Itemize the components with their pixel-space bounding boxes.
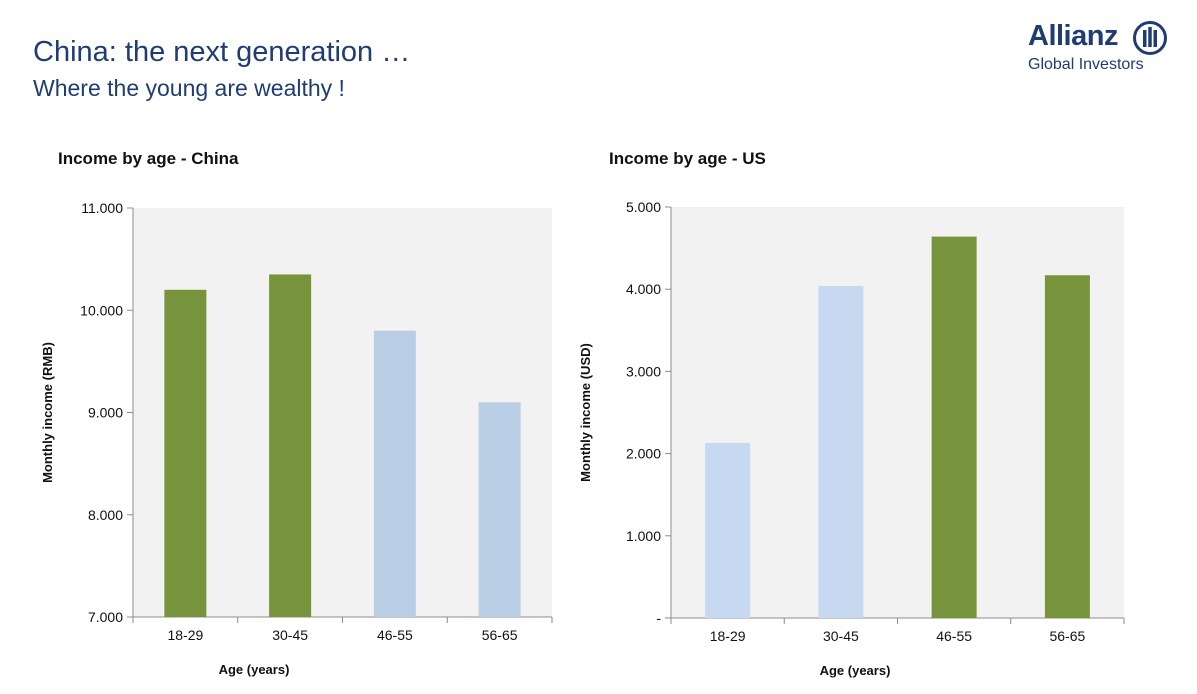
bar-18-29 xyxy=(705,442,751,618)
y-tick-label: 10.000 xyxy=(80,302,123,318)
x-tick-label: 18-29 xyxy=(167,627,203,643)
bar-30-45 xyxy=(269,274,312,617)
bar-30-45 xyxy=(818,285,864,618)
allianz-eagle-icon xyxy=(1133,21,1167,55)
allianz-logo: Allianz Global Investors xyxy=(1028,18,1178,78)
y-axis-label: Monthly income (RMB) xyxy=(40,342,55,483)
x-tick-label: 30-45 xyxy=(823,628,859,644)
bar-56-65 xyxy=(1044,275,1090,618)
page-title: China: the next generation … xyxy=(33,36,411,68)
chart-china-svg: 7.000 8.000 9.000 10.000 11.000 18-29 30-45 46-… xyxy=(40,200,553,677)
y-tick-label: 3.000 xyxy=(626,363,661,379)
x-tick-label: 46-55 xyxy=(377,627,413,643)
chart-title: Income by age - US xyxy=(609,149,766,168)
bar-46-55 xyxy=(931,236,977,618)
y-axis-label: Monthly income (USD) xyxy=(578,343,593,482)
y-tick-label: 2.000 xyxy=(626,446,661,462)
y-tick-label: - xyxy=(656,610,661,626)
bar-18-29 xyxy=(164,289,207,617)
x-tick-label: 46-55 xyxy=(936,628,972,644)
x-axis-label: Age (years) xyxy=(820,663,891,678)
logo-wordmark: Allianz xyxy=(1028,20,1118,52)
x-tick-label: 56-65 xyxy=(482,627,518,643)
chart-china: Income by age - China 7.000 8.000 9.000 10.… xyxy=(0,140,580,689)
chart-us-svg: - 1.000 2.000 3.000 4.000 5.000 18-29 30-45 46-5… xyxy=(578,199,1125,678)
page-subtitle: Where the young are wealthy ! xyxy=(33,75,345,101)
x-tick-label: 56-65 xyxy=(1049,628,1085,644)
y-tick-label: 1.000 xyxy=(626,528,661,544)
x-tick-label: 30-45 xyxy=(272,627,308,643)
y-tick-label: 4.000 xyxy=(626,281,661,297)
x-tick-label: 18-29 xyxy=(710,628,746,644)
logo-subline: Global Investors xyxy=(1028,56,1144,73)
chart-us: Income by age - US - 1.000 2.000 3.000 4.000… xyxy=(560,140,1160,689)
bar-46-55 xyxy=(373,330,416,617)
x-axis-label: Age (years) xyxy=(219,662,290,677)
y-tick-label: 9.000 xyxy=(88,405,123,421)
y-tick-label: 11.000 xyxy=(81,200,123,216)
y-tick-label: 5.000 xyxy=(626,199,661,215)
y-tick-label: 7.000 xyxy=(88,609,123,625)
chart-title: Income by age - China xyxy=(58,149,239,168)
bar-56-65 xyxy=(478,402,521,617)
y-tick-label: 8.000 xyxy=(88,507,123,523)
